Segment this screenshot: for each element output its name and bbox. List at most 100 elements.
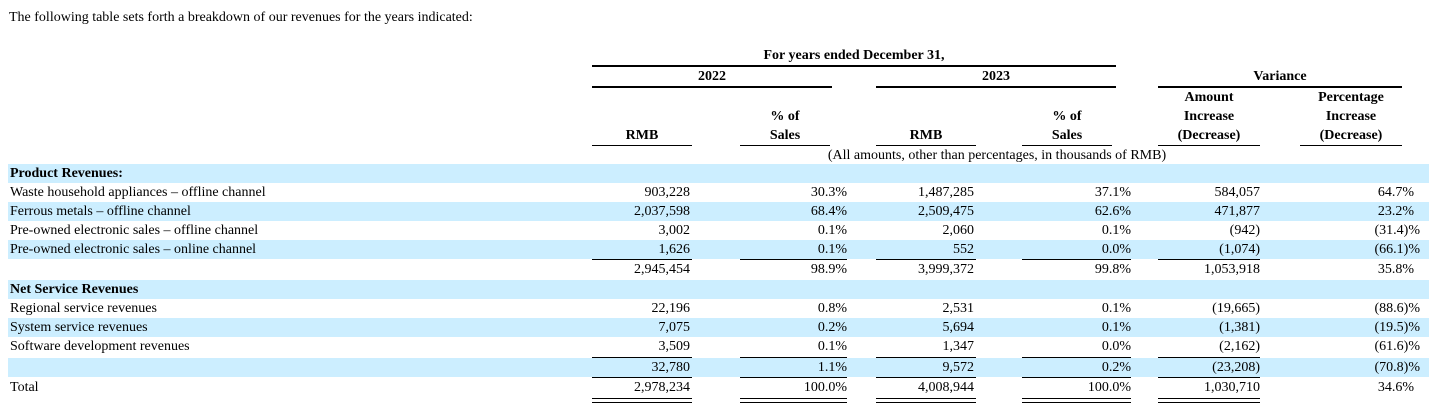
cell-pctinc: (88.6)% [1374,301,1421,316]
total-double-rule [1158,398,1260,403]
cell-rmb23: 3,999,372 [918,262,974,277]
row-label: Ferrous metals – offline channel [10,204,191,219]
total-double-rule [592,398,692,403]
year-2023-header: 2023 [982,69,1010,84]
subtotal-rule [592,357,692,358]
pct23-header-l1: % of [1052,109,1082,124]
subtotal-rule [1158,357,1260,358]
cell-rmb22: 7,075 [658,320,691,335]
cell-pctinc: (70.8)% [1374,360,1421,375]
row-label: Pre-owned electronic sales – offline cha… [10,223,259,238]
cell-amount: (19,665) [1212,301,1260,316]
cell-rmb22: 32,780 [651,360,691,375]
pct22-header-l2: Sales [769,128,801,143]
cell-pct23: 100.0% [1087,380,1131,395]
product-revenues-title: Product Revenues: [10,166,123,181]
subtotal-rule [592,259,692,260]
total-double-rule [1022,398,1131,403]
cell-pctinc: (31.4)% [1374,223,1421,238]
band-row-system [8,318,1429,337]
cell-amount: 1,030,710 [1204,380,1260,395]
cell-rmb23: 1,487,285 [918,185,974,200]
cell-pct23: 99.8% [1094,262,1131,277]
cell-pct22: 0.1% [817,339,847,354]
cell-rmb23: 9,572 [942,360,975,375]
row-label: Pre-owned electronic sales – online chan… [10,242,257,257]
pctinc-header-rule [1300,145,1402,146]
total-rule [740,377,847,378]
cell-pct23: 0.1% [1101,301,1131,316]
units-note: (All amounts, other than percentages, in… [827,148,1167,163]
cell-amount: 471,877 [1214,204,1261,219]
cell-amount: 584,057 [1214,185,1261,200]
cell-pctinc: (19.5)% [1374,320,1421,335]
pct23-header-l2: Sales [1051,128,1083,143]
cell-rmb22: 2,945,454 [634,262,690,277]
variance-rule [1158,86,1402,88]
subtotal-rule [740,357,847,358]
subtotal-rule [876,259,976,260]
cell-rmb22: 2,037,598 [634,204,690,219]
cell-pct22: 0.8% [817,301,847,316]
pct23-header-rule [1022,145,1112,146]
cell-pct22: 0.2% [817,320,847,335]
cell-amount: (1,074) [1219,242,1260,257]
cell-pctinc: 35.8% [1377,262,1414,277]
cell-rmb22: 3,509 [658,339,691,354]
cell-rmb23: 2,509,475 [918,204,974,219]
row-label: Software development revenues [10,339,190,354]
intro-text: The following table sets forth a breakdo… [9,10,473,25]
rmb22-header-rule [592,145,692,146]
rmb23-header: RMB [909,128,943,143]
cell-amount: (2,162) [1219,339,1260,354]
amount-header-rule [1158,145,1260,146]
period-header: For years ended December 31, [763,48,945,63]
year-2022-rule [592,86,832,88]
total-double-rule [740,398,847,403]
cell-pctinc: 23.2% [1377,204,1414,219]
cell-pct22: 30.3% [810,185,847,200]
cell-pct23: 0.0% [1101,339,1131,354]
rmb23-header-rule [876,145,976,146]
amount-header-l2: Increase [1183,109,1235,124]
band-row2 [8,202,1429,221]
total-rule [592,377,692,378]
total-rule [1022,377,1131,378]
service-revenues-title: Net Service Revenues [10,282,139,297]
cell-pct23: 62.6% [1094,204,1131,219]
cell-amount: (942) [1229,223,1260,238]
cell-rmb22: 3,002 [658,223,691,238]
cell-pct22: 0.1% [817,242,847,257]
row-label: Regional service revenues [10,301,157,316]
cell-pct22: 1.1% [817,360,847,375]
band-row4 [8,240,1429,259]
subtotal-rule [1158,259,1260,260]
row-label: System service revenues [10,320,148,335]
cell-pct23: 0.0% [1101,242,1131,257]
cell-rmb22: 903,228 [644,185,691,200]
cell-rmb23: 2,060 [942,223,975,238]
cell-pct22: 100.0% [803,380,847,395]
cell-pct22: 68.4% [810,204,847,219]
row-label: Waste household appliances – offline cha… [10,185,266,200]
subtotal-rule [1022,357,1131,358]
cell-amount: 1,053,918 [1204,262,1260,277]
cell-pct22: 0.1% [817,223,847,238]
cell-rmb22: 2,978,234 [634,380,690,395]
cell-rmb23: 552 [953,242,974,257]
pctinc-header-l1: Percentage [1318,90,1384,105]
pctinc-header-l3: (Decrease) [1319,128,1383,143]
variance-header: Variance [1253,69,1307,84]
cell-pct23: 0.1% [1101,320,1131,335]
rmb22-header: RMB [625,128,659,143]
pct22-header-l1: % of [770,109,800,124]
cell-rmb22: 22,196 [651,301,691,316]
cell-pct22: 98.9% [810,262,847,277]
cell-pct23: 37.1% [1094,185,1131,200]
cell-pctinc: (61.6)% [1374,339,1421,354]
subtotal-rule [740,259,847,260]
pct22-header-rule [740,145,830,146]
cell-rmb23: 4,008,944 [918,380,974,395]
band-service-title [8,280,1429,299]
amount-header-l3: (Decrease) [1177,128,1241,143]
